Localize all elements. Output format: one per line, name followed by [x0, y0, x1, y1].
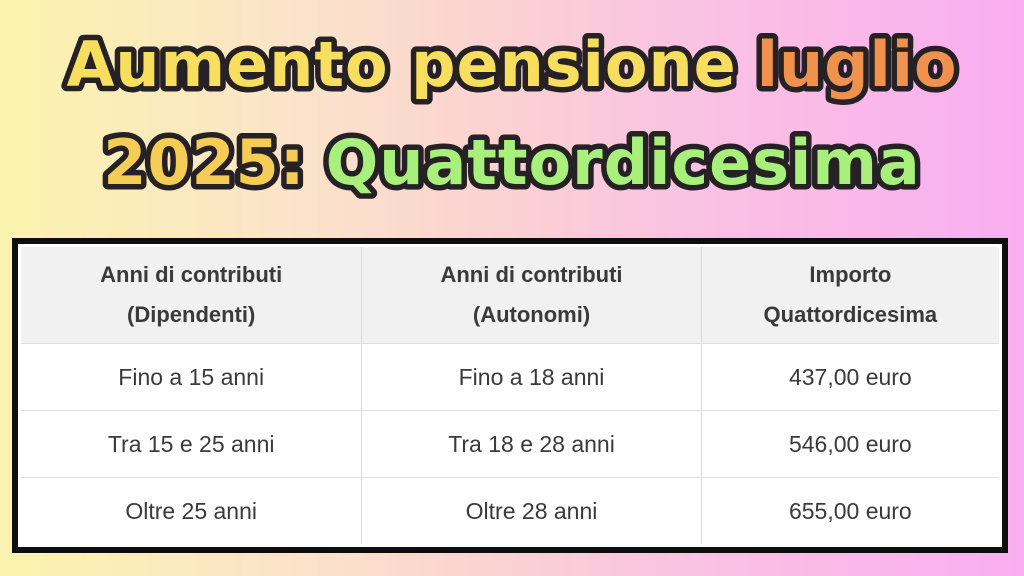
pension-table: Anni di contributi (Dipendenti) Anni di …	[12, 238, 1008, 553]
table-row: Tra 15 e 25 anni Tra 18 e 28 anni 546,00…	[21, 410, 999, 477]
table-header-row: Anni di contributi (Dipendenti) Anni di …	[21, 247, 999, 343]
title-part-luglio: luglio	[757, 28, 958, 101]
cell-importo: 437,00 euro	[700, 344, 999, 410]
header-line: Importo	[809, 262, 892, 287]
cell-autonomi: Fino a 18 anni	[361, 344, 700, 410]
cell-dipendenti: Oltre 25 anni	[125, 497, 258, 524]
header-line: (Dipendenti)	[127, 302, 256, 327]
cell-importo: 655,00 euro	[700, 478, 999, 544]
pension-table-grid: Anni di contributi (Dipendenti) Anni di …	[21, 247, 999, 544]
cell-importo: 546,00 euro	[700, 411, 999, 477]
header-line: (Autonomi)	[472, 302, 591, 327]
cell-autonomi: Tra 18 e 28 anni	[361, 411, 700, 477]
header-anni-autonomi: Anni di contributi (Autonomi)	[361, 247, 700, 343]
table-row: Fino a 15 anni Fino a 18 anni 437,00 eur…	[21, 343, 999, 410]
title-part-2025: 2025:	[103, 126, 305, 199]
cell-dipendenti: Tra 15 e 25 anni	[107, 430, 275, 457]
title-part-aumento-pensione: Aumento pensione	[66, 28, 736, 101]
header-line: Anni di contributi	[100, 262, 283, 287]
header-anni-dipendenti: Anni di contributi (Dipendenti)	[21, 247, 361, 343]
header-line: Anni di contributi	[440, 262, 623, 287]
cell-dipendenti: Fino a 15 anni	[118, 363, 265, 390]
header-importo: Importo Quattordicesima	[700, 247, 999, 343]
title-line-1: Aumento pensione luglio	[66, 28, 957, 101]
table-row: Oltre 25 anni Oltre 28 anni 655,00 euro	[21, 477, 999, 544]
cell-autonomi: Oltre 28 anni	[361, 478, 700, 544]
title-part-quattordicesima: Quattordicesima	[326, 126, 921, 199]
title-line-2: 2025: Quattordicesima	[103, 126, 921, 199]
page-title: Aumento pensione luglio 2025: Quattordices…	[61, 23, 962, 205]
header-line: Quattordicesima	[763, 302, 938, 327]
